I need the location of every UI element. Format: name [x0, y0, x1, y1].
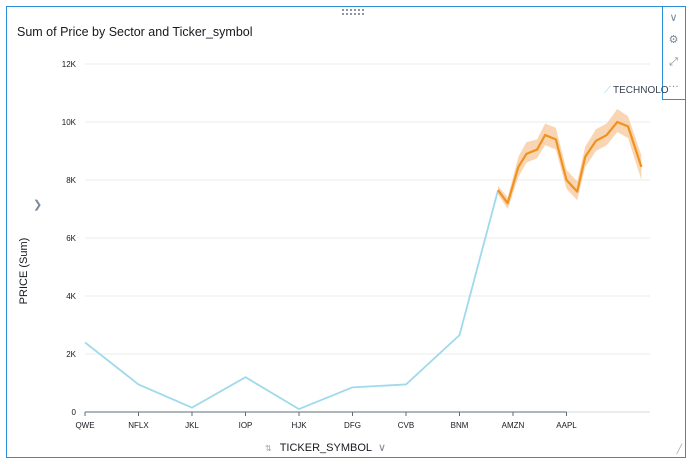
drag-handle[interactable] [342, 9, 364, 15]
y-tick-label: 2K [66, 350, 76, 359]
x-axis-title-wrap[interactable]: ⇅ TICKER_SYMBOL ∨ [265, 441, 386, 454]
chart-legend[interactable]: ⟋ TECHNOLO [604, 85, 669, 96]
x-tick-label: QWE [75, 421, 94, 430]
x-tick-label: AMZN [502, 421, 525, 430]
x-tick-label: AAPL [556, 421, 577, 430]
visual-toolbar: ∨ ⚙ ⤢ … [662, 6, 686, 100]
y-axis-ticks: 0 2K 4K 6K 8K 10K 12K [62, 60, 77, 417]
x-axis-chevron-icon[interactable]: ∨ [378, 442, 387, 454]
legend-line-icon: ⟋ [604, 85, 611, 96]
visual-card[interactable]: Sum of Price by Sector and Ticker_symbol… [6, 6, 686, 458]
x-tick-label: HJK [291, 421, 307, 430]
y-tick-label: 10K [62, 118, 77, 127]
y-tick-label: 0 [72, 408, 77, 417]
x-tick-label: JKL [185, 421, 199, 430]
collapse-icon[interactable]: ∨ [669, 12, 678, 24]
x-axis: QWE NFLX JKL IOP HJK DFG CVB BNM AMZN AAPL [75, 411, 577, 430]
legend-label: TECHNOLO [613, 85, 669, 96]
confidence-band [498, 108, 642, 209]
series-lines [84, 120, 643, 411]
x-tick-label: IOP [239, 421, 253, 430]
y-axis-chevron-icon[interactable]: ❯ [33, 199, 43, 211]
series-line-0 [84, 189, 499, 411]
y-tick-label: 4K [66, 292, 76, 301]
series-line-1 [497, 120, 643, 205]
x-tick-label: CVB [398, 421, 414, 430]
x-tick-label: DFG [344, 421, 361, 430]
y-tick-label: 8K [66, 176, 76, 185]
expand-icon[interactable]: ⤢ [669, 56, 678, 68]
resize-handle-icon[interactable]: ╱ [676, 444, 682, 454]
more-options-icon[interactable]: … [668, 78, 679, 90]
x-tick-label: BNM [451, 421, 469, 430]
x-tick-label: NFLX [128, 421, 149, 430]
y-tick-label: 12K [62, 60, 77, 69]
grid-lines [85, 63, 650, 413]
x-axis-title: TICKER_SYMBOL [279, 442, 373, 454]
settings-gear-icon[interactable]: ⚙ [668, 34, 679, 46]
visual-title: Sum of Price by Sector and Ticker_symbol [17, 25, 253, 39]
y-tick-label: 6K [66, 234, 76, 243]
sort-icon[interactable]: ⇅ [265, 444, 272, 453]
confidence-band-area [498, 108, 642, 209]
